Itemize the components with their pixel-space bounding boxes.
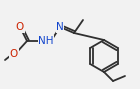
Text: N: N [56, 22, 64, 32]
Text: NH: NH [38, 36, 54, 46]
Text: O: O [10, 49, 18, 59]
Text: O: O [16, 22, 24, 32]
